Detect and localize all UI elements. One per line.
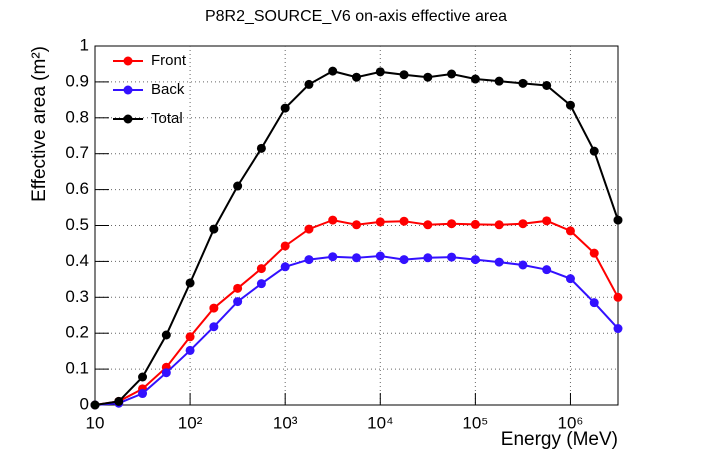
data-point [375, 217, 385, 227]
y-tick-label: 0.3 [65, 287, 89, 306]
data-point [256, 279, 266, 289]
data-point [423, 72, 433, 82]
data-point [161, 330, 171, 340]
data-point [565, 274, 575, 284]
data-point [399, 216, 409, 226]
y-tick-label: 0.7 [65, 143, 89, 162]
y-tick-label: 0.9 [65, 71, 89, 90]
data-point [328, 215, 338, 225]
data-point [280, 103, 290, 113]
chart-title: P8R2_SOURCE_V6 on-axis effective area [205, 8, 507, 25]
y-tick-label: 0 [80, 394, 89, 413]
data-point [304, 255, 314, 265]
x-tick-label: 10⁵ [462, 413, 488, 432]
data-point [185, 345, 195, 355]
data-point [423, 253, 433, 263]
y-tick-label: 0.1 [65, 359, 89, 378]
data-point [90, 400, 100, 410]
data-point [209, 224, 219, 234]
legend-label: Back [151, 81, 185, 98]
data-point [589, 298, 599, 308]
data-point [209, 322, 219, 332]
data-point [280, 241, 290, 251]
data-point [447, 219, 457, 229]
data-point [185, 278, 195, 288]
data-point [494, 76, 504, 86]
data-point [328, 66, 338, 76]
x-tick-label: 10⁶ [557, 413, 583, 432]
data-point [494, 257, 504, 267]
data-point [542, 265, 552, 275]
data-point [233, 283, 243, 293]
x-tick-label: 10 [86, 413, 105, 432]
data-point [114, 396, 124, 406]
data-point [447, 69, 457, 79]
legend-marker [123, 85, 133, 95]
data-point [494, 220, 504, 230]
data-point [161, 368, 171, 378]
legend-marker [123, 114, 133, 124]
data-point [542, 216, 552, 226]
y-tick-label: 0.5 [65, 215, 89, 234]
data-point [351, 72, 361, 82]
data-point [304, 79, 314, 89]
data-point [138, 372, 148, 382]
data-point [423, 220, 433, 230]
data-point [351, 253, 361, 263]
series-line [94, 219, 619, 406]
data-point [233, 181, 243, 191]
y-tick-label: 1 [80, 35, 89, 54]
data-point [565, 226, 575, 236]
legend-label: Total [151, 110, 183, 127]
y-tick-label: 0.4 [65, 251, 89, 270]
data-point [470, 219, 480, 229]
data-point [185, 332, 195, 342]
data-point [518, 78, 528, 88]
data-point [209, 303, 219, 313]
data-point [613, 292, 623, 302]
data-point [375, 251, 385, 261]
x-tick-label: 10² [178, 413, 203, 432]
data-point [589, 248, 599, 258]
data-point [613, 215, 623, 225]
data-point [375, 67, 385, 77]
data-point [256, 264, 266, 274]
legend-marker [123, 56, 133, 66]
data-point [233, 297, 243, 307]
data-point [138, 389, 148, 399]
data-point [328, 252, 338, 262]
y-axis-label: Effective area (m²) [29, 46, 50, 202]
legend-label: Front [151, 52, 187, 69]
data-point [565, 100, 575, 110]
data-point [280, 262, 290, 272]
data-point [399, 70, 409, 80]
x-axis-label: Energy (MeV) [501, 429, 618, 450]
data-point [518, 260, 528, 270]
data-point [304, 224, 314, 234]
y-tick-label: 0.6 [65, 179, 89, 198]
y-tick-label: 0.8 [65, 107, 89, 126]
data-point [518, 219, 528, 229]
data-point [256, 143, 266, 153]
data-point [447, 252, 457, 262]
x-tick-label: 10⁴ [367, 413, 393, 432]
data-point [470, 74, 480, 84]
data-point [351, 220, 361, 230]
y-tick-label: 0.2 [65, 323, 89, 342]
x-tick-label: 10³ [273, 413, 298, 432]
data-point [470, 255, 480, 265]
series-line [94, 255, 619, 406]
data-point [399, 255, 409, 265]
data-point [542, 80, 552, 90]
data-point [613, 324, 623, 334]
data-point [589, 146, 599, 156]
